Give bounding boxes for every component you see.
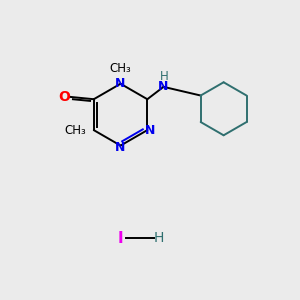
Text: N: N [116,77,126,90]
Text: N: N [158,80,169,93]
Text: CH₃: CH₃ [110,62,131,75]
Text: H: H [160,70,169,83]
Text: O: O [58,90,70,104]
Text: H: H [154,231,164,245]
Text: I: I [118,231,123,246]
Text: CH₃: CH₃ [65,124,86,136]
Text: N: N [145,124,155,136]
Text: N: N [116,141,126,154]
